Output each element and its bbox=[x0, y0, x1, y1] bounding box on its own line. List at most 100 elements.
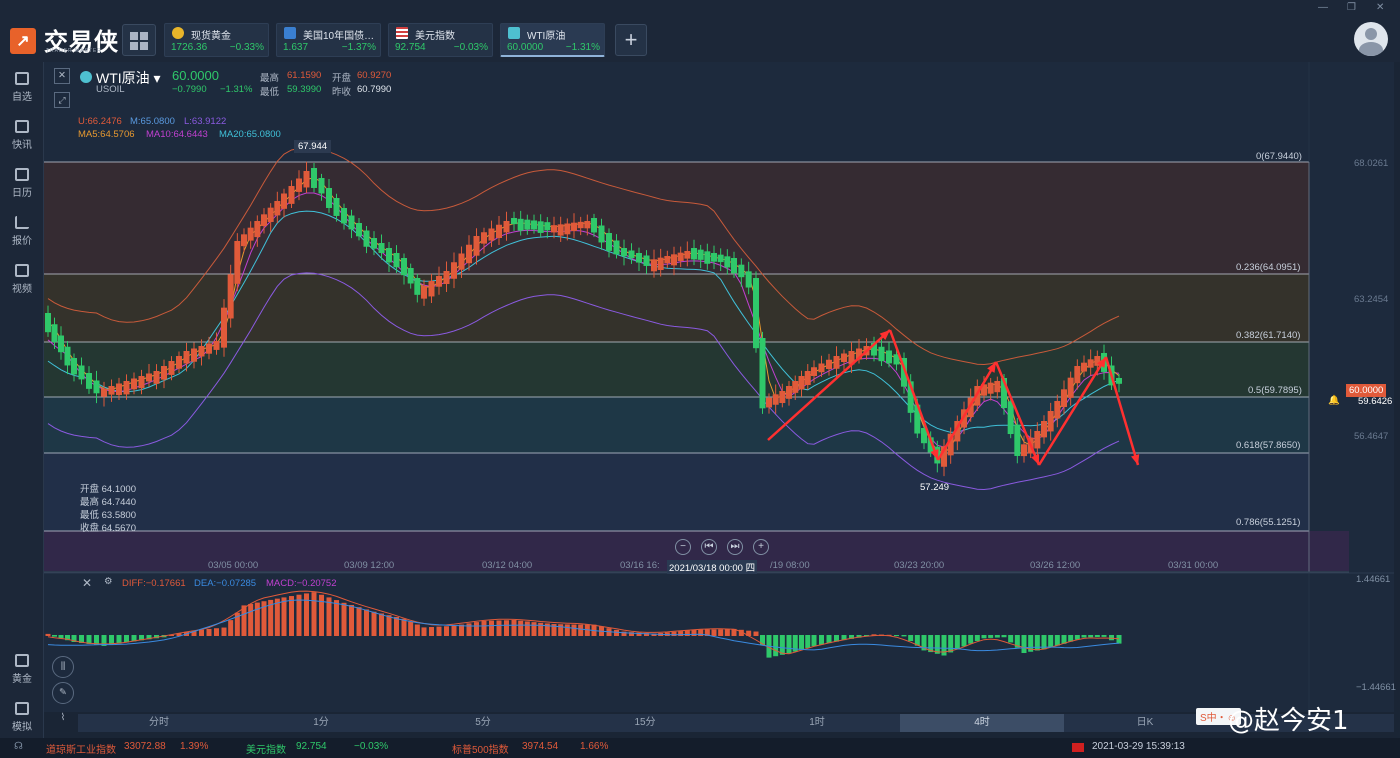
candle-body bbox=[571, 222, 577, 232]
tf-4h[interactable]: 4时 bbox=[900, 714, 1064, 732]
candle-body bbox=[348, 215, 355, 230]
macd-bar bbox=[421, 627, 427, 636]
macd-bar bbox=[58, 635, 64, 639]
sidebar-item-watchlist[interactable]: 自选 bbox=[0, 72, 44, 103]
red-arrow-line bbox=[767, 329, 891, 441]
tf-daily[interactable]: 日K bbox=[1136, 717, 1154, 728]
candle-body bbox=[436, 276, 442, 287]
layout-grid-button[interactable] bbox=[122, 24, 156, 56]
sidebar-item-gold[interactable]: 黄金 bbox=[0, 654, 44, 685]
line-chart-icon[interactable]: ⌇ bbox=[60, 712, 66, 723]
price-tick: 63.2454 bbox=[1354, 294, 1389, 305]
tab-wti[interactable]: WTI原油 60.0000 −1.31% bbox=[500, 23, 605, 57]
star-icon bbox=[15, 72, 29, 85]
macd-bar bbox=[436, 626, 442, 636]
app-name: 交易侠 bbox=[44, 29, 119, 56]
tab-dxy[interactable]: 美元指数 92.754 −0.03% bbox=[388, 23, 493, 57]
sidebar-item-news[interactable]: 快讯 bbox=[0, 120, 44, 151]
candle-body bbox=[1054, 401, 1061, 419]
add-tab-button[interactable]: + bbox=[615, 24, 647, 56]
sidebar-item-video[interactable]: 视频 bbox=[0, 264, 44, 295]
scroll-right-button[interactable]: ⏭ bbox=[727, 539, 743, 555]
trough-label: 57.249 bbox=[920, 482, 950, 493]
candle-body bbox=[227, 274, 234, 319]
macd-bar bbox=[1074, 635, 1080, 640]
price-change: −0.7990 bbox=[172, 84, 207, 95]
candle-body bbox=[326, 188, 332, 208]
macd-bar bbox=[1021, 635, 1027, 654]
macd-settings-icon[interactable]: ⚙ bbox=[104, 576, 113, 587]
macd-axis-top: 1.44661 bbox=[1356, 574, 1391, 585]
close-symbol-icon[interactable]: ✕ bbox=[54, 68, 70, 84]
minimize-icon[interactable]: — bbox=[1318, 2, 1328, 13]
news-icon bbox=[15, 120, 29, 133]
candle-body bbox=[907, 381, 914, 413]
candle-body bbox=[651, 259, 657, 272]
candle-body bbox=[288, 186, 295, 204]
sidebar-item-quotes[interactable]: 报价 bbox=[0, 216, 44, 247]
indicator-icon[interactable]: ⫼ bbox=[52, 656, 74, 678]
macd-bar bbox=[518, 620, 524, 636]
tab-gold[interactable]: 现货黄金 1726.36 −0.33% bbox=[164, 23, 269, 57]
tf-1h[interactable]: 1时 bbox=[809, 717, 825, 728]
current-price-tag: 60.0000 bbox=[1346, 384, 1387, 397]
china-flag-icon bbox=[1072, 743, 1084, 752]
tf-1m[interactable]: 1分 bbox=[313, 717, 329, 728]
tab-us10y[interactable]: 美国10年国债… 1.637 −1.37% bbox=[276, 23, 381, 57]
close-icon[interactable]: ✕ bbox=[1376, 2, 1385, 13]
macd-bar bbox=[779, 635, 785, 655]
macd-bar bbox=[538, 622, 544, 636]
candle-body bbox=[138, 376, 145, 389]
macd-bar bbox=[511, 620, 517, 636]
close-macd-icon[interactable]: ✕ bbox=[82, 576, 93, 590]
macd-bar bbox=[52, 635, 57, 637]
chart-area[interactable]: ✕ WTI原油 ▾ USOIL 60.0000 −0.7990 −1.31% 最… bbox=[44, 62, 1396, 735]
candle-body bbox=[86, 373, 92, 389]
macd-bar bbox=[349, 604, 354, 636]
sidebar-item-calendar[interactable]: 日历 bbox=[0, 168, 44, 199]
candle-body bbox=[786, 386, 792, 399]
macd-bar bbox=[1061, 635, 1067, 644]
candle-body bbox=[947, 433, 954, 456]
macd-bar bbox=[341, 602, 347, 636]
scroll-left-button[interactable]: ⏮ bbox=[701, 539, 717, 555]
restore-icon[interactable]: ❐ bbox=[1347, 2, 1356, 13]
tf-15m[interactable]: 15分 bbox=[634, 717, 656, 728]
tf-5m[interactable]: 5分 bbox=[475, 717, 491, 728]
sidebar-item-demo[interactable]: 模拟 bbox=[0, 702, 44, 733]
candle-body bbox=[153, 371, 160, 384]
macd-bar bbox=[65, 635, 70, 641]
pin-icon[interactable]: ⤢ bbox=[54, 92, 70, 108]
macd-bar bbox=[614, 629, 619, 636]
macd-bar bbox=[786, 635, 792, 654]
macd-bar bbox=[724, 629, 730, 636]
macd-bar bbox=[934, 635, 940, 654]
fib-label-1: 0.236(64.0951) bbox=[1236, 262, 1301, 273]
status-bar: ☊ 道琼斯工业指数 33072.88 1.39% 美元指数 92.754 −0.… bbox=[0, 738, 1400, 758]
candle-body bbox=[274, 201, 281, 216]
macd-bar bbox=[124, 635, 129, 643]
candle-body bbox=[564, 223, 571, 235]
tf-tick[interactable]: 分时 bbox=[149, 717, 169, 728]
gold-coin-icon bbox=[172, 27, 184, 39]
red-arrow-line bbox=[936, 361, 998, 461]
zoom-in-button[interactable]: + bbox=[753, 539, 769, 555]
x-tick: 03/26 12:00 bbox=[1030, 560, 1081, 571]
macd-bar bbox=[176, 633, 182, 636]
candle-body bbox=[45, 313, 51, 333]
oil-icon bbox=[508, 27, 520, 39]
symbol-name[interactable]: WTI原油 ▾ bbox=[96, 70, 161, 86]
bell-icon[interactable]: 🔔 bbox=[1328, 395, 1340, 406]
candle-body bbox=[871, 343, 877, 356]
macd-bar bbox=[94, 635, 99, 645]
red-arrow-line bbox=[1104, 356, 1140, 466]
draw-tool-icon[interactable]: ✎ bbox=[52, 682, 74, 704]
macd-bar bbox=[1034, 635, 1040, 651]
user-avatar[interactable] bbox=[1354, 22, 1388, 56]
headset-icon[interactable]: ☊ bbox=[14, 741, 23, 752]
macd-bar bbox=[718, 629, 724, 636]
ime-toolbar[interactable]: S中・☺ bbox=[1196, 708, 1241, 725]
red-arrow-head bbox=[1131, 454, 1140, 465]
zoom-out-button[interactable]: − bbox=[675, 539, 691, 555]
chart-canvas[interactable] bbox=[44, 62, 1394, 712]
